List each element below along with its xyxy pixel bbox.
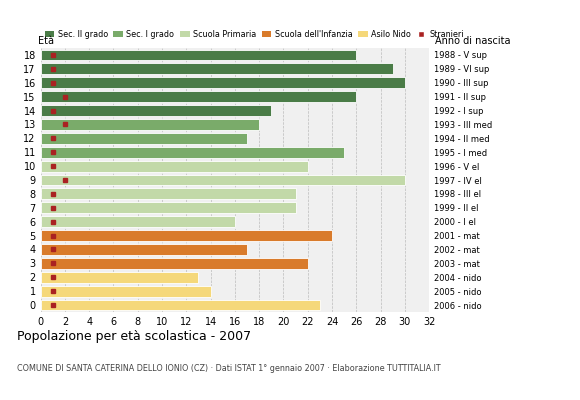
Bar: [41, 244, 247, 255]
Bar: [41, 188, 296, 199]
Bar: [41, 258, 308, 269]
Bar: [41, 202, 296, 213]
Bar: [41, 230, 332, 241]
Bar: [41, 91, 356, 102]
Bar: [41, 147, 344, 158]
Text: Popolazione per età scolastica - 2007: Popolazione per età scolastica - 2007: [17, 330, 252, 343]
Bar: [41, 216, 235, 227]
Bar: [41, 161, 308, 172]
Bar: [41, 300, 320, 310]
Bar: [41, 105, 271, 116]
Bar: [41, 133, 247, 144]
Text: Anno di nascita: Anno di nascita: [435, 36, 510, 46]
Bar: [41, 286, 211, 296]
Bar: [41, 119, 259, 130]
Bar: [41, 77, 405, 88]
Bar: [41, 50, 356, 60]
Bar: [41, 64, 393, 74]
Legend: Sec. II grado, Sec. I grado, Scuola Primaria, Scuola dell'Infanzia, Asilo Nido, : Sec. II grado, Sec. I grado, Scuola Prim…: [45, 30, 464, 39]
Text: Età: Età: [38, 36, 54, 46]
Bar: [41, 174, 405, 186]
Bar: [41, 272, 198, 283]
Text: COMUNE DI SANTA CATERINA DELLO IONIO (CZ) · Dati ISTAT 1° gennaio 2007 · Elabora: COMUNE DI SANTA CATERINA DELLO IONIO (CZ…: [17, 364, 441, 373]
